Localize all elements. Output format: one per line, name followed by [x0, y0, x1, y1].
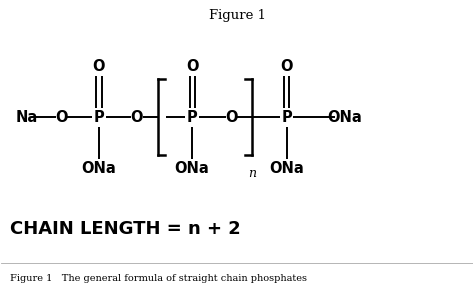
Text: Na: Na: [16, 110, 38, 125]
Text: O: O: [225, 110, 237, 125]
Text: n: n: [248, 167, 256, 180]
Text: O: O: [55, 110, 67, 125]
Text: O: O: [186, 59, 198, 74]
Text: ONa: ONa: [328, 110, 362, 125]
Text: Figure 1: Figure 1: [209, 9, 265, 22]
Text: O: O: [130, 110, 143, 125]
Text: ONa: ONa: [82, 161, 117, 176]
Text: P: P: [187, 110, 198, 125]
Text: Figure 1   The general formula of straight chain phosphates: Figure 1 The general formula of straight…: [10, 274, 307, 283]
Text: ONa: ONa: [175, 161, 210, 176]
Text: P: P: [281, 110, 292, 125]
Text: CHAIN LENGTH = n + 2: CHAIN LENGTH = n + 2: [10, 220, 241, 238]
Text: O: O: [93, 59, 105, 74]
Text: P: P: [94, 110, 104, 125]
Text: ONa: ONa: [269, 161, 304, 176]
Text: O: O: [281, 59, 293, 74]
